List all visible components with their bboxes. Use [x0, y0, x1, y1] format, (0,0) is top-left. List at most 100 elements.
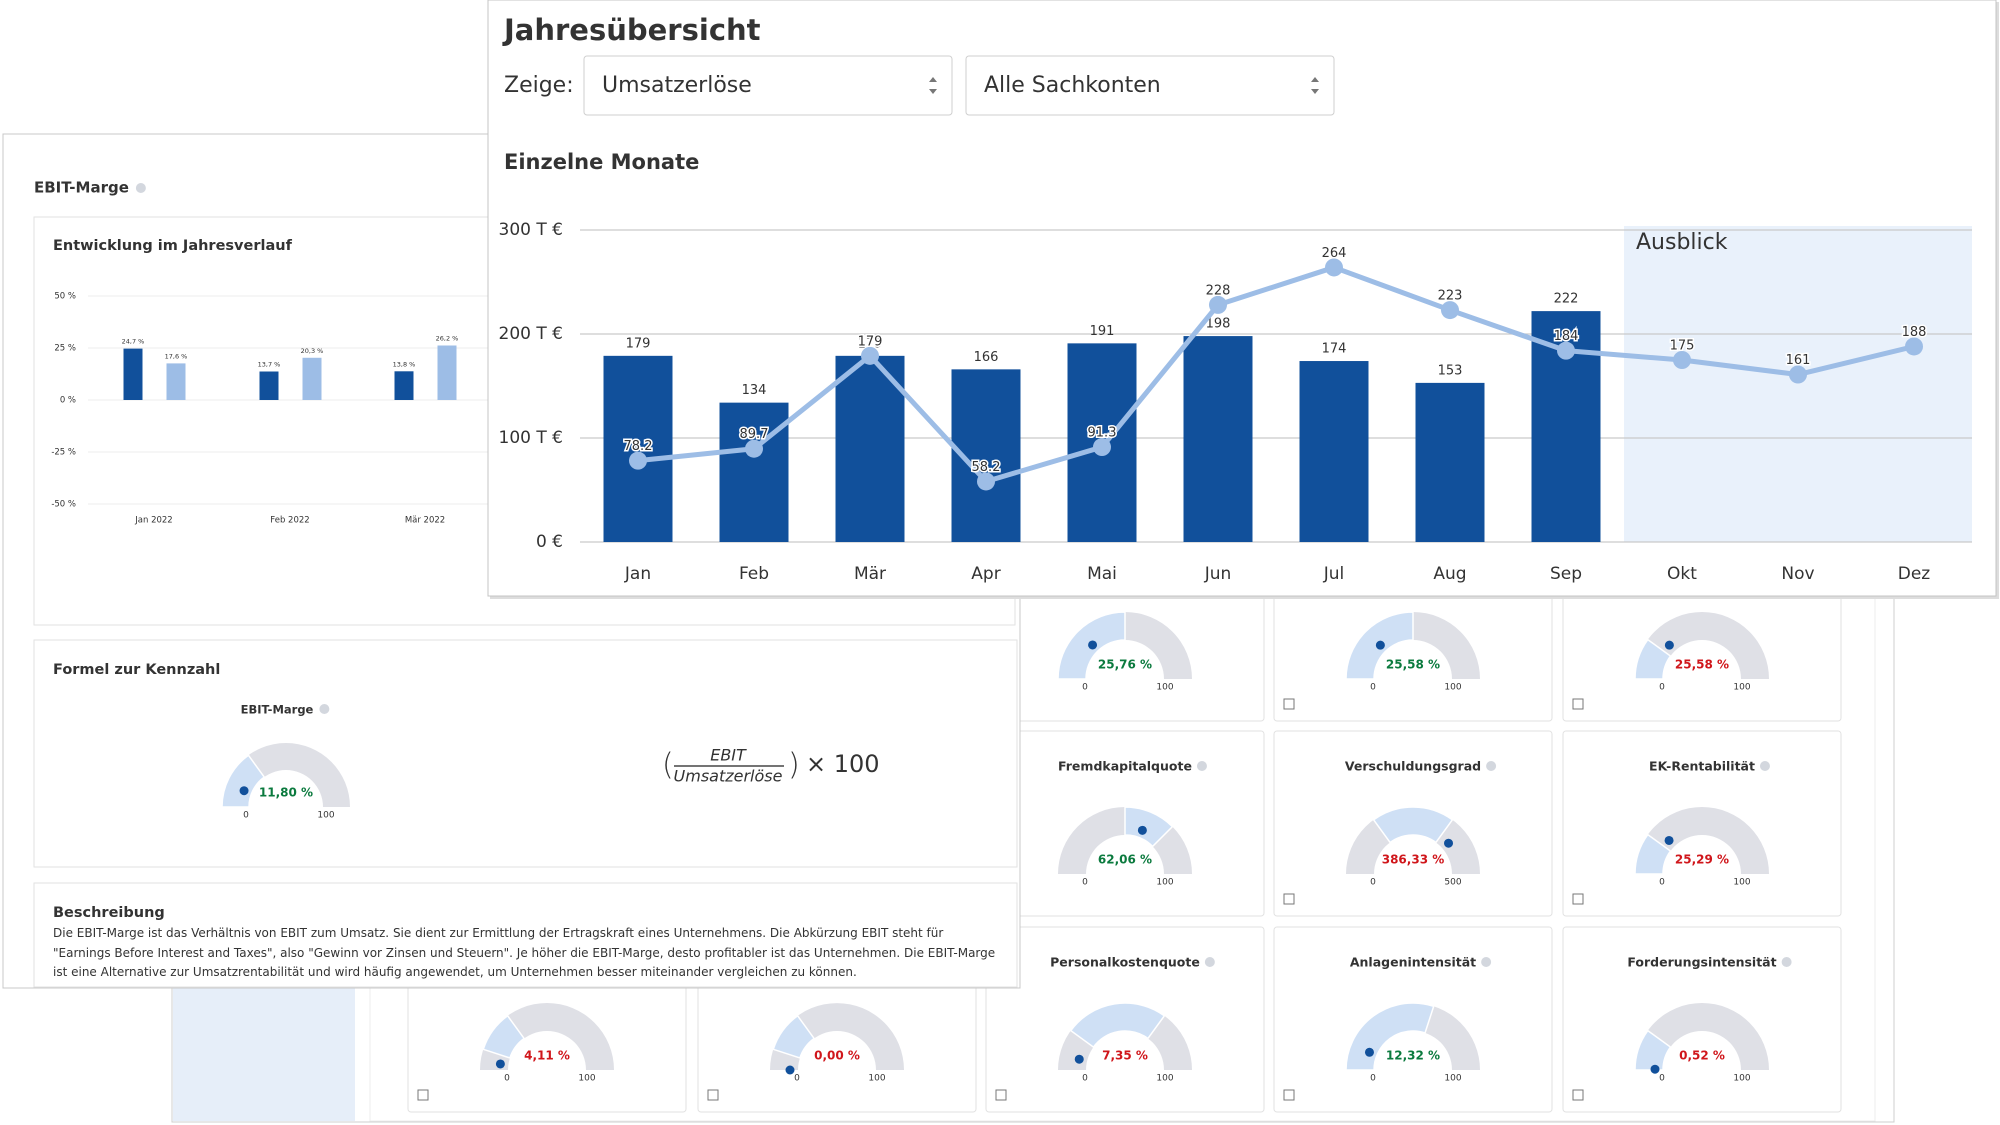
- bar: [719, 402, 789, 542]
- gauge-marker: [1650, 1064, 1660, 1074]
- select-box[interactable]: [583, 55, 953, 116]
- select-box[interactable]: [965, 55, 1335, 116]
- kpi-title: Personalkostenquote: [1050, 955, 1200, 970]
- bar: [302, 357, 322, 400]
- detail-icon[interactable]: [1283, 1089, 1295, 1101]
- detail-icon[interactable]: [1572, 893, 1584, 905]
- kpi-title: Fremdkapitalquote: [1058, 759, 1192, 774]
- detail-icon[interactable]: [1283, 698, 1295, 710]
- bar-label: 26,2 %: [436, 335, 459, 343]
- line-label: 264: [1322, 246, 1347, 261]
- gauge-value: 0,00 %: [814, 1049, 860, 1063]
- line-point: [1209, 295, 1227, 314]
- gauge-min: 0: [1082, 683, 1088, 693]
- gauge-value: 4,11 %: [524, 1049, 570, 1063]
- gauge-marker: [1088, 640, 1098, 650]
- gauge-track: [1635, 612, 1769, 679]
- bar: [394, 371, 414, 400]
- bar-label: 179: [626, 336, 651, 351]
- line-point: [861, 346, 879, 365]
- bar-label: 24,7 %: [122, 338, 145, 346]
- detail-icon[interactable]: [995, 1089, 1007, 1101]
- bar-label: 222: [1554, 292, 1579, 307]
- y-tick-label: 25 %: [54, 344, 76, 354]
- detail-icon[interactable]: [1283, 893, 1295, 905]
- gauge-value: 25,58 %: [1386, 658, 1440, 672]
- line-point: [1093, 438, 1111, 457]
- forecast-area: [1624, 226, 1972, 542]
- x-tick-label: Jan 2022: [134, 516, 172, 526]
- line-point: [1905, 337, 1923, 356]
- kpi-title: Verschuldungsgrad: [1345, 759, 1481, 774]
- info-icon: [1781, 957, 1792, 967]
- line-label: 223: [1438, 289, 1463, 304]
- gauge-value: 11,80 %: [259, 786, 313, 800]
- x-tick-label: Jan: [624, 564, 651, 584]
- gauge-max: 100: [1733, 878, 1750, 888]
- bar-label: 13,8 %: [393, 360, 416, 368]
- gauge-max: 100: [868, 1074, 885, 1084]
- bar-label: 13,7 %: [258, 361, 281, 369]
- detail-icon[interactable]: [1572, 1089, 1584, 1101]
- gauge-min: 0: [1370, 1074, 1376, 1084]
- info-icon: [1759, 761, 1770, 771]
- gauge-marker: [495, 1059, 505, 1069]
- select-arrows: [929, 77, 937, 94]
- select-value[interactable]: Alle Sachkonten: [984, 73, 1161, 98]
- bar-label: 191: [1090, 324, 1115, 339]
- gauge-min: 0: [794, 1074, 800, 1084]
- gauge-min: 0: [1082, 1074, 1088, 1084]
- bar-label: 174: [1322, 342, 1347, 357]
- bar: [1299, 361, 1369, 542]
- gauge-marker: [785, 1065, 795, 1075]
- bar: [835, 355, 905, 542]
- gauge-value: 12,32 %: [1386, 1049, 1440, 1063]
- gauge-band: [772, 1014, 816, 1059]
- y-tick-label: 300 T €: [499, 220, 563, 240]
- gauge-track: [480, 1003, 614, 1070]
- gauge-track: [222, 743, 350, 807]
- bar: [259, 371, 279, 400]
- bar: [1415, 382, 1485, 542]
- formula-card: [33, 639, 1018, 868]
- gauge-min: 0: [1659, 878, 1665, 888]
- gauge-value: 386,33 %: [1382, 853, 1445, 867]
- detail-icon[interactable]: [1572, 698, 1584, 710]
- detail-icon[interactable]: [707, 1089, 719, 1101]
- gauge-marker: [1364, 1047, 1374, 1057]
- gauge-min: 0: [1659, 1074, 1665, 1084]
- line-label: 188: [1902, 325, 1927, 340]
- formula-numerator: EBIT: [710, 746, 747, 765]
- gauge-value: 7,35 %: [1102, 1049, 1148, 1063]
- gauge-marker: [1664, 640, 1674, 650]
- gauge-marker: [239, 786, 249, 796]
- gauge-track: [770, 1003, 904, 1070]
- kpi-title: Anlagenintensität: [1350, 955, 1476, 970]
- gauge-band: [1124, 806, 1174, 848]
- line-point: [1557, 341, 1575, 360]
- bar: [123, 348, 143, 400]
- line-point: [977, 472, 995, 491]
- gauge-track: [1635, 807, 1769, 874]
- trend-title: Entwicklung im Jahresverlauf: [53, 238, 293, 254]
- gauge-min: 0: [1370, 878, 1376, 888]
- kpi-title: EK-Rentabilität: [1649, 759, 1755, 774]
- info-icon: [1481, 957, 1492, 967]
- y-tick-label: 50 %: [54, 292, 76, 302]
- select-value[interactable]: Umsatzerlöse: [602, 73, 752, 98]
- x-tick-label: Apr: [971, 564, 1000, 584]
- overview-subtitle: Einzelne Monate: [504, 150, 699, 174]
- gauge-max: 100: [1444, 683, 1461, 693]
- gauge-min: 0: [504, 1074, 510, 1084]
- line-label: 228: [1206, 283, 1231, 298]
- info-icon: [135, 183, 146, 193]
- info-icon: [319, 704, 330, 714]
- forecast-label: Ausblick: [1636, 230, 1728, 255]
- gauge-max: 100: [317, 811, 334, 821]
- detail-icon[interactable]: [417, 1089, 429, 1101]
- description-title: Beschreibung: [53, 905, 165, 921]
- kpi-title: Forderungsintensität: [1627, 955, 1776, 970]
- line-point: [629, 451, 647, 470]
